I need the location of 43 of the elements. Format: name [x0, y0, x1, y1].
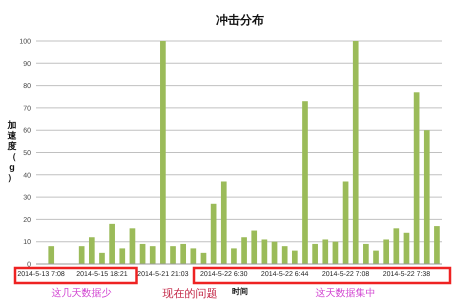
bar: [170, 246, 176, 264]
bar: [302, 101, 308, 264]
bar: [210, 204, 216, 264]
bar: [78, 246, 85, 264]
bar: [48, 246, 54, 264]
bar: [404, 232, 410, 264]
y-axis-title: 加速度（g）: [6, 120, 18, 182]
bar: [363, 244, 369, 264]
bar: [109, 224, 115, 264]
bar: [393, 228, 400, 264]
bar: [383, 239, 390, 264]
bar: [322, 239, 328, 264]
bar: [200, 252, 206, 264]
bar: [312, 244, 318, 264]
bar: [150, 246, 156, 264]
bar: [140, 244, 146, 264]
bar: [292, 250, 298, 264]
bar: [342, 181, 348, 264]
bar: [160, 41, 166, 264]
bar: [262, 239, 268, 264]
bar: [99, 252, 105, 264]
bar: [119, 248, 126, 264]
bar: [190, 248, 196, 264]
text: 这天数据集中: [316, 287, 376, 299]
bar: [332, 242, 338, 264]
bar: [180, 244, 186, 264]
bar: [231, 248, 237, 264]
bar: [434, 226, 440, 264]
bar: [424, 130, 430, 264]
bar: [373, 250, 379, 264]
bar: [272, 242, 278, 264]
chart-title: 冲击分布: [216, 13, 264, 27]
bar: [130, 228, 136, 264]
bar: [282, 246, 288, 264]
bar: [352, 41, 359, 264]
bar: [414, 92, 420, 264]
text: 现在的问题: [162, 288, 218, 300]
bar: [220, 181, 227, 264]
x-axis-title: 时间: [232, 287, 248, 296]
bar: [251, 230, 258, 264]
text: 这几天数据少: [52, 287, 112, 299]
bar: [88, 237, 95, 264]
bar: [241, 237, 247, 264]
